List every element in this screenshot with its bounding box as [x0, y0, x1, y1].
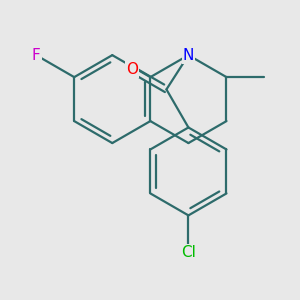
- Text: N: N: [183, 48, 194, 63]
- Text: F: F: [32, 48, 40, 63]
- Text: Cl: Cl: [181, 245, 196, 260]
- Text: O: O: [126, 62, 138, 77]
